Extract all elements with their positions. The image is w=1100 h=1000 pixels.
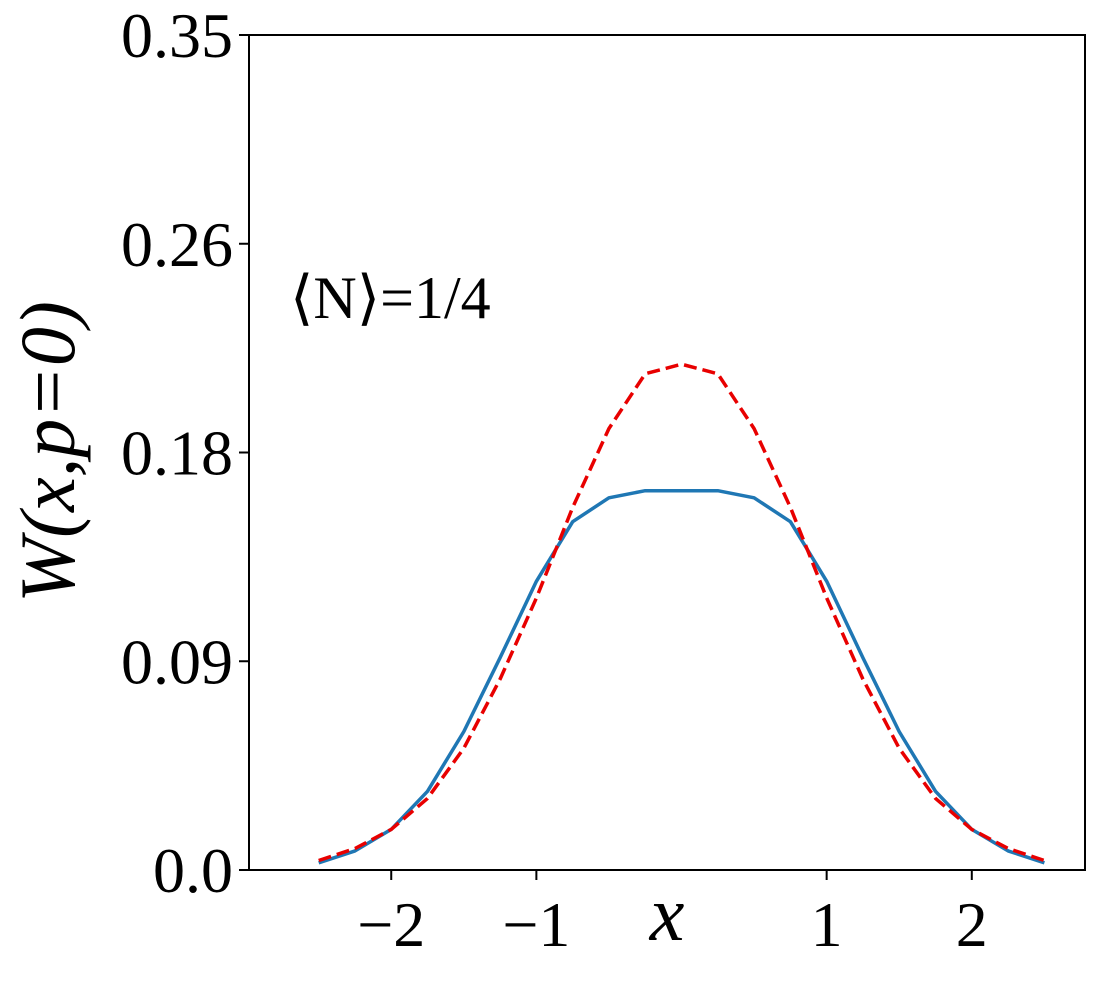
- y-tick-label: 0.18: [121, 418, 233, 489]
- y-tick-label: 0.35: [121, 0, 233, 71]
- series-layer: [318, 362, 1045, 865]
- x-tick-label: 1: [811, 889, 843, 960]
- y-axis-label: W(x,p=0): [4, 301, 91, 603]
- series-line-dashed: [318, 362, 1045, 863]
- annotation-label: ⟨N⟩=1/4: [290, 265, 491, 331]
- y-tick-label: 0.09: [121, 626, 233, 697]
- tick-layer: −2 −1 1 2 0.0 0.09 0.18 0.26 0.35: [121, 0, 988, 960]
- y-tick-label: 0.26: [121, 209, 233, 280]
- x-tick-label: −2: [357, 889, 425, 960]
- x-axis-label: x: [649, 870, 685, 957]
- y-tick-label: 0.0: [153, 835, 233, 906]
- x-tick-label: 2: [956, 889, 988, 960]
- series-line-solid: [318, 488, 1045, 865]
- x-tick-label: −1: [502, 889, 570, 960]
- plot-frame: [248, 34, 1086, 871]
